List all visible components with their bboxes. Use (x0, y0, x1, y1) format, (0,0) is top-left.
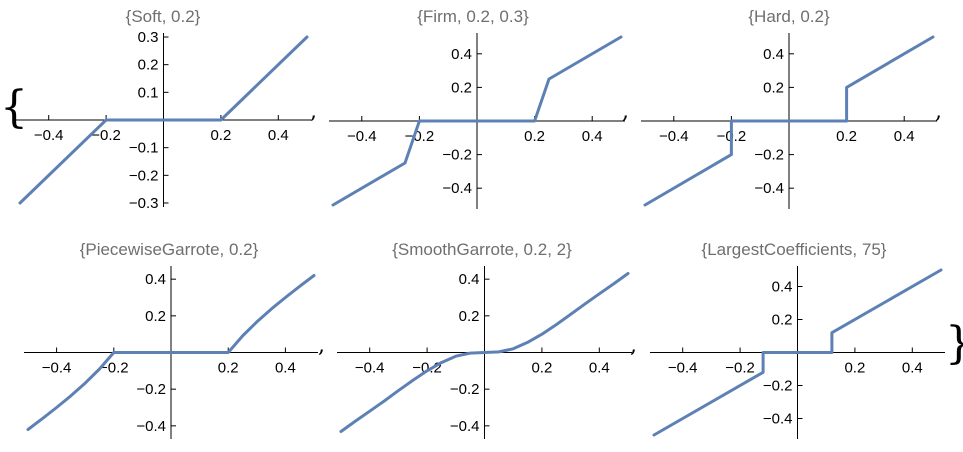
x-tick-label: −0.4 (42, 360, 72, 377)
x-tick-label: −0.4 (668, 360, 698, 377)
x-tick-label: 0.4 (275, 360, 296, 377)
x-tick-label: −0.2 (91, 127, 121, 144)
x-tick-label: 0.2 (524, 128, 545, 145)
open-brace: { (0, 82, 28, 133)
series-line (643, 35, 935, 207)
x-tick-label: 0.4 (894, 128, 915, 145)
comma-4: , (318, 333, 325, 358)
y-tick-label: −0.1 (129, 140, 159, 157)
y-tick-label: 0.4 (763, 46, 784, 63)
series-line (331, 35, 623, 207)
x-tick-label: 0.2 (531, 360, 552, 377)
x-tick-label: 0.4 (268, 127, 289, 144)
x-tick-label: −0.4 (34, 127, 64, 144)
series-line (18, 35, 309, 205)
y-tick-label: −0.4 (763, 411, 793, 428)
panel-title: {Firm, 0.2, 0.3} (417, 7, 529, 26)
y-tick-label: 0.2 (459, 308, 480, 325)
y-tick-label: −0.2 (763, 378, 793, 395)
y-tick-label: −0.2 (129, 167, 159, 184)
x-tick-label: −0.4 (355, 360, 385, 377)
x-tick-label: −0.4 (347, 128, 377, 145)
y-tick-label: −0.4 (754, 180, 784, 197)
panel-title: {LargestCoefficients, 75} (702, 240, 887, 259)
y-tick-label: −0.2 (754, 147, 784, 164)
y-tick-label: −0.2 (442, 147, 472, 164)
y-tick-label: 0.2 (451, 79, 472, 96)
series-line (652, 268, 943, 437)
x-tick-label: −0.4 (659, 128, 689, 145)
x-tick-label: 0.4 (589, 360, 610, 377)
panel-title: {SmoothGarrote, 0.2, 2} (392, 240, 572, 259)
comma-1: , (310, 99, 317, 124)
x-tick-label: 0.2 (844, 360, 865, 377)
x-tick-label: 0.4 (582, 128, 603, 145)
y-tick-label: 0.4 (772, 279, 793, 296)
chart-panel: {Firm, 0.2, 0.3} −0.4 −0.2 0.2 0.4 −0.4 −0.2 0.… (329, 7, 625, 209)
chart-panel: {PiecewiseGarrote, 0.2} −0.4 −0.2 0.2 0.4 −0.… (24, 240, 318, 439)
series-line (339, 272, 630, 433)
y-tick-label: −0.4 (450, 418, 480, 435)
comma-3: , (935, 99, 942, 124)
chart-panel: {LargestCoefficients, 75} −0.4 −0.2 0.2 0.4 −… (650, 240, 945, 439)
chart-panels: {Soft, 0.2} −0.4 −0.2 0.2 0.4 −0.3 −0.2 −0.1 0.1… (16, 7, 945, 439)
y-tick-label: 0.4 (459, 271, 480, 288)
series-line (26, 274, 316, 431)
x-tick-label: −0.2 (405, 128, 435, 145)
y-tick-label: 0.3 (138, 29, 159, 46)
chart-panel: {Soft, 0.2} −0.4 −0.2 0.2 0.4 −0.3 −0.2 −0.1 0.1… (16, 7, 311, 212)
chart-panel: {Hard, 0.2}−0.4 −0.2 0.2 0.4−0.4−0.20.20.4 (641, 7, 937, 209)
y-tick-label: −0.2 (136, 381, 166, 398)
y-tick-label: 0.2 (145, 308, 166, 325)
y-tick-label: −0.3 (129, 195, 159, 212)
x-tick-label: 0.2 (210, 127, 231, 144)
panel-title: {Soft, 0.2} (126, 7, 201, 26)
x-tick-label: −0.2 (725, 360, 755, 377)
close-brace: } (945, 318, 963, 369)
panel-title: {PiecewiseGarrote, 0.2} (80, 240, 259, 259)
comma-2: , (622, 99, 629, 124)
y-tick-label: 0.4 (145, 271, 166, 288)
comma-5: , (630, 333, 637, 358)
y-tick-label: 0.2 (772, 312, 793, 329)
x-tick-label: −0.2 (99, 360, 129, 377)
y-tick-label: −0.4 (136, 418, 166, 435)
x-tick-label: 0.4 (902, 360, 923, 377)
panel-title: {Hard, 0.2} (748, 7, 830, 26)
y-tick-label: −0.4 (442, 180, 472, 197)
y-tick-label: 0.1 (138, 84, 159, 101)
y-tick-label: −0.2 (450, 381, 480, 398)
y-tick-label: 0.2 (138, 57, 159, 74)
x-tick-label: −0.2 (412, 360, 442, 377)
y-tick-label: 0.2 (763, 79, 784, 96)
y-tick-label: 0.4 (451, 46, 472, 63)
chart-panel: {SmoothGarrote, 0.2, 2} −0.4 −0.2 0.2 0.4 −0.… (337, 240, 632, 439)
x-tick-label: 0.2 (218, 360, 239, 377)
x-tick-label: 0.2 (836, 128, 857, 145)
